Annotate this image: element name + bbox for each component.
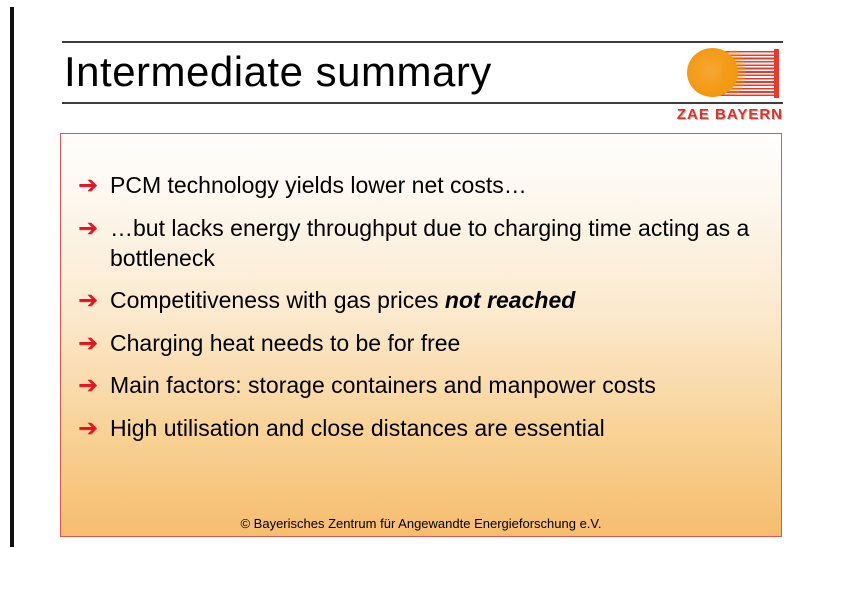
arrow-bullet-icon: ➔ [78, 213, 99, 242]
bullet-list: ➔ PCM technology yields lower net costs…… [61, 134, 781, 443]
bullet-text: Charging heat needs to be for free [110, 328, 750, 358]
arrow-bullet-icon: ➔ [78, 371, 99, 399]
bullet-text: High utilisation and close distances are… [110, 413, 750, 443]
bullet-text: PCM technology yields lower net costs… [110, 170, 750, 200]
list-item: ➔ Main factors: storage containers and m… [78, 370, 761, 400]
list-item: ➔ Charging heat needs to be for free [78, 328, 761, 358]
list-item: ➔ High utilisation and close distances a… [78, 413, 761, 443]
title-top-rule [62, 41, 783, 43]
left-edge-rule [10, 7, 14, 547]
bullet-text-main: Competitiveness with gas prices [110, 287, 445, 313]
bullet-text-main: PCM technology yields lower net costs… [110, 172, 527, 198]
list-item: ➔ …but lacks energy throughput due to ch… [78, 213, 761, 273]
bullet-text: Main factors: storage containers and man… [110, 370, 750, 400]
arrow-bullet-icon: ➔ [78, 286, 99, 314]
arrow-bullet-icon: ➔ [78, 328, 99, 357]
logo-wordmark: ZAE BAYERN [676, 106, 783, 123]
bullet-text: Competitiveness with gas prices not reac… [110, 285, 750, 315]
title-bottom-rule [62, 102, 783, 104]
bullet-text-emphasis: not reached [444, 287, 576, 313]
sun-glow [722, 50, 746, 95]
arrow-bullet-icon: ➔ [78, 171, 99, 199]
content-box: ➔ PCM technology yields lower net costs…… [60, 133, 782, 537]
list-item: ➔ Competitiveness with gas prices not re… [78, 285, 761, 315]
arrow-bullet-icon: ➔ [78, 413, 99, 442]
bullet-text-main: Charging heat needs to be for free [110, 329, 461, 356]
bullet-text-main: High utilisation and close distances are… [110, 414, 605, 441]
page-title: Intermediate summary [64, 48, 492, 95]
logo-end-bar [774, 49, 779, 98]
bullet-text-main: Main factors: storage containers and man… [110, 372, 656, 398]
bullet-text-main: …but lacks energy throughput due to char… [110, 214, 756, 271]
bullet-text: …but lacks energy throughput due to char… [110, 213, 750, 273]
list-item: ➔ PCM technology yields lower net costs… [78, 170, 761, 200]
copyright-footer: © Bayerisches Zentrum für Angewandte Ene… [240, 516, 602, 531]
zae-bayern-logo: ZAE BAYERN [677, 45, 783, 123]
